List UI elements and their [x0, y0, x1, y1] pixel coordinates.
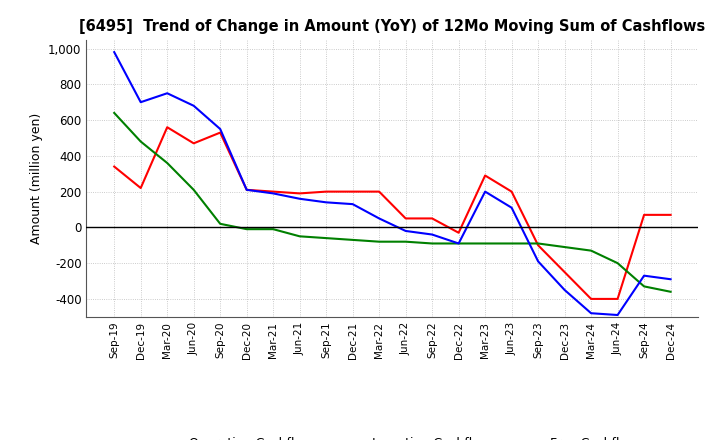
- Investing Cashflow: [189, 187, 198, 192]
- Investing Cashflow: [216, 221, 225, 227]
- Free Cashflow: [613, 312, 622, 318]
- Legend: Operating Cashflow, Investing Cashflow, Free Cashflow: Operating Cashflow, Investing Cashflow, …: [143, 432, 642, 440]
- Investing Cashflow: [269, 227, 277, 232]
- Free Cashflow: [136, 99, 145, 105]
- Investing Cashflow: [508, 241, 516, 246]
- Investing Cashflow: [295, 234, 304, 239]
- Operating Cashflow: [136, 185, 145, 191]
- Investing Cashflow: [613, 260, 622, 266]
- Investing Cashflow: [587, 248, 595, 253]
- Investing Cashflow: [110, 110, 119, 116]
- Operating Cashflow: [587, 296, 595, 301]
- Free Cashflow: [401, 228, 410, 234]
- Investing Cashflow: [136, 139, 145, 144]
- Free Cashflow: [666, 277, 675, 282]
- Free Cashflow: [534, 259, 542, 264]
- Y-axis label: Amount (million yen): Amount (million yen): [30, 113, 42, 244]
- Investing Cashflow: [163, 160, 171, 165]
- Free Cashflow: [322, 200, 330, 205]
- Operating Cashflow: [560, 269, 569, 275]
- Line: Free Cashflow: Free Cashflow: [114, 52, 670, 315]
- Free Cashflow: [163, 91, 171, 96]
- Operating Cashflow: [189, 141, 198, 146]
- Operating Cashflow: [322, 189, 330, 194]
- Free Cashflow: [375, 216, 384, 221]
- Operating Cashflow: [375, 189, 384, 194]
- Investing Cashflow: [348, 237, 357, 242]
- Investing Cashflow: [481, 241, 490, 246]
- Free Cashflow: [481, 189, 490, 194]
- Free Cashflow: [110, 49, 119, 55]
- Investing Cashflow: [454, 241, 463, 246]
- Operating Cashflow: [534, 242, 542, 248]
- Investing Cashflow: [375, 239, 384, 244]
- Free Cashflow: [216, 126, 225, 132]
- Operating Cashflow: [428, 216, 436, 221]
- Operating Cashflow: [348, 189, 357, 194]
- Operating Cashflow: [666, 212, 675, 217]
- Free Cashflow: [428, 232, 436, 237]
- Free Cashflow: [587, 311, 595, 316]
- Free Cashflow: [269, 191, 277, 196]
- Investing Cashflow: [640, 284, 649, 289]
- Free Cashflow: [640, 273, 649, 279]
- Free Cashflow: [243, 187, 251, 192]
- Line: Investing Cashflow: Investing Cashflow: [114, 113, 670, 292]
- Free Cashflow: [508, 205, 516, 210]
- Line: Operating Cashflow: Operating Cashflow: [114, 127, 670, 299]
- Operating Cashflow: [613, 296, 622, 301]
- Investing Cashflow: [401, 239, 410, 244]
- Investing Cashflow: [322, 235, 330, 241]
- Investing Cashflow: [534, 241, 542, 246]
- Investing Cashflow: [666, 289, 675, 294]
- Operating Cashflow: [269, 189, 277, 194]
- Free Cashflow: [348, 202, 357, 207]
- Title: [6495]  Trend of Change in Amount (YoY) of 12Mo Moving Sum of Cashflows: [6495] Trend of Change in Amount (YoY) o…: [79, 19, 706, 34]
- Operating Cashflow: [640, 212, 649, 217]
- Free Cashflow: [454, 241, 463, 246]
- Investing Cashflow: [560, 244, 569, 249]
- Free Cashflow: [295, 196, 304, 202]
- Operating Cashflow: [508, 189, 516, 194]
- Free Cashflow: [560, 287, 569, 293]
- Operating Cashflow: [295, 191, 304, 196]
- Operating Cashflow: [243, 187, 251, 192]
- Operating Cashflow: [401, 216, 410, 221]
- Operating Cashflow: [481, 173, 490, 178]
- Operating Cashflow: [110, 164, 119, 169]
- Investing Cashflow: [428, 241, 436, 246]
- Operating Cashflow: [216, 130, 225, 135]
- Investing Cashflow: [243, 227, 251, 232]
- Operating Cashflow: [454, 230, 463, 235]
- Free Cashflow: [189, 103, 198, 108]
- Operating Cashflow: [163, 125, 171, 130]
